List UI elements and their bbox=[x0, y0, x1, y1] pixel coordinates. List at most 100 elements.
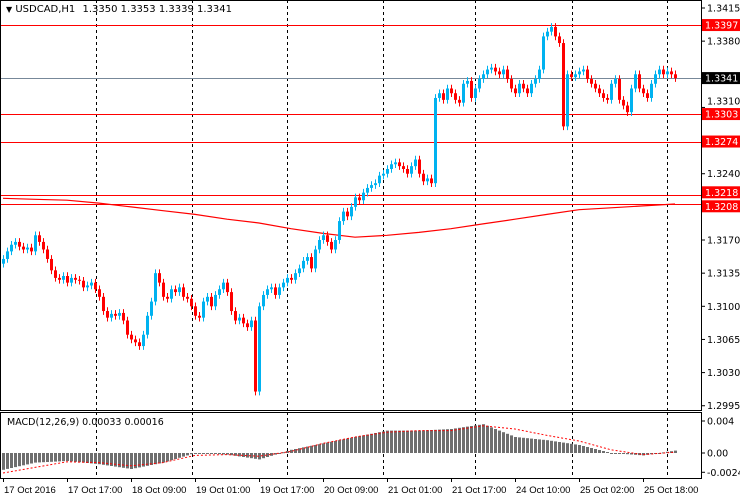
macd-histogram-bar bbox=[126, 453, 129, 469]
macd-histogram-bar bbox=[178, 453, 181, 458]
candle-body bbox=[562, 43, 565, 127]
candle-body bbox=[238, 317, 241, 321]
macd-histogram-bar bbox=[330, 441, 333, 453]
macd-histogram-bar bbox=[626, 453, 629, 455]
macd-histogram-bar bbox=[362, 435, 365, 453]
macd-histogram-bar bbox=[566, 443, 569, 453]
macd-histogram-bar bbox=[378, 432, 381, 453]
candle-body bbox=[242, 317, 245, 324]
candle-body bbox=[466, 80, 469, 84]
candle bbox=[202, 297, 205, 322]
candle-body bbox=[514, 88, 517, 94]
y-tick-label: 1.2995 bbox=[707, 401, 740, 412]
candle-body bbox=[434, 97, 437, 184]
macd-histogram-bar bbox=[214, 453, 217, 454]
candle bbox=[478, 75, 481, 93]
level-price-label-bg bbox=[702, 186, 740, 199]
triangle-down-icon[interactable]: ▼ bbox=[6, 5, 13, 14]
macd-histogram-bar bbox=[34, 453, 37, 463]
macd-histogram-bar bbox=[102, 453, 105, 465]
candle-body bbox=[86, 285, 89, 288]
y-tick-label: 1.3240 bbox=[707, 169, 740, 180]
macd-histogram-bar bbox=[494, 429, 497, 453]
macd-histogram-bar bbox=[170, 453, 173, 461]
candle bbox=[54, 266, 57, 282]
candle bbox=[50, 255, 53, 275]
candle-body bbox=[170, 289, 173, 299]
current-price-label: 1.3341 bbox=[705, 74, 738, 85]
candle bbox=[458, 96, 461, 107]
candle-body bbox=[482, 74, 485, 80]
macd-histogram-bar bbox=[354, 437, 357, 453]
macd-histogram-bar bbox=[422, 430, 425, 453]
candle bbox=[290, 274, 293, 284]
candle-body bbox=[234, 311, 237, 321]
candle bbox=[510, 75, 513, 93]
candle bbox=[650, 79, 653, 102]
macd-histogram-bar bbox=[62, 453, 65, 462]
candle bbox=[362, 188, 365, 205]
candle bbox=[482, 70, 485, 83]
candle bbox=[630, 84, 633, 116]
candle-body bbox=[286, 277, 289, 283]
macd-histogram-bar bbox=[470, 426, 473, 453]
macd-histogram-bar bbox=[418, 430, 421, 453]
candle-body bbox=[582, 69, 585, 72]
level-price-label: 1.3397 bbox=[705, 21, 738, 32]
symbol-label: USDCAD,H1 bbox=[15, 4, 76, 15]
candle-body bbox=[518, 83, 521, 94]
macd-histogram-bar bbox=[326, 442, 329, 453]
candle-body bbox=[674, 74, 677, 79]
candle bbox=[438, 89, 441, 102]
candle-body bbox=[166, 296, 169, 299]
macd-histogram-bar bbox=[510, 435, 513, 453]
macd-histogram-bar bbox=[90, 453, 93, 464]
candle bbox=[26, 243, 29, 254]
candle-body bbox=[118, 312, 121, 316]
macd-label: MACD(12,26,9) 0.00033 0.00016 bbox=[7, 417, 164, 428]
macd-histogram-bar bbox=[182, 453, 185, 457]
macd-histogram-bar bbox=[322, 443, 325, 453]
candle bbox=[570, 70, 573, 81]
macd-histogram-bar bbox=[218, 453, 221, 455]
macd-histogram-bar bbox=[498, 430, 501, 453]
candle-body bbox=[502, 69, 505, 75]
candle bbox=[526, 84, 529, 98]
candle bbox=[158, 269, 161, 287]
candle bbox=[670, 67, 673, 79]
candle-body bbox=[490, 67, 493, 70]
candle-body bbox=[670, 71, 673, 75]
macd-histogram-bar bbox=[114, 453, 117, 467]
candle-body bbox=[150, 301, 153, 316]
macd-histogram-bar bbox=[374, 433, 377, 453]
candle bbox=[550, 23, 553, 36]
level-price-label: 1.3208 bbox=[705, 202, 738, 213]
candle-body bbox=[66, 276, 69, 283]
macd-histogram-bar bbox=[434, 429, 437, 453]
candle bbox=[126, 316, 129, 339]
candle-body bbox=[50, 258, 53, 271]
candle-body bbox=[666, 71, 669, 75]
candle-body bbox=[22, 246, 25, 250]
candle bbox=[442, 89, 445, 104]
x-tick-label: 24 Oct 10:00 bbox=[516, 485, 570, 496]
candle-body bbox=[262, 294, 265, 307]
macd-histogram-bar bbox=[286, 451, 289, 453]
macd-histogram-bar bbox=[78, 453, 81, 463]
candle-body bbox=[590, 79, 593, 84]
candle-body bbox=[430, 178, 433, 184]
candle bbox=[406, 165, 409, 178]
candle-body bbox=[294, 273, 297, 280]
macd-histogram-bar bbox=[242, 453, 245, 457]
candle-body bbox=[450, 88, 453, 94]
candle-body bbox=[202, 301, 205, 318]
candle bbox=[530, 79, 533, 98]
candle-body bbox=[574, 74, 577, 78]
macd-histogram-bar bbox=[602, 451, 605, 453]
macd-histogram-bar bbox=[174, 453, 177, 459]
candle-body bbox=[114, 313, 117, 316]
macd-histogram-bar bbox=[538, 439, 541, 453]
candle-body bbox=[182, 287, 185, 297]
macd-histogram-bar bbox=[350, 437, 353, 453]
